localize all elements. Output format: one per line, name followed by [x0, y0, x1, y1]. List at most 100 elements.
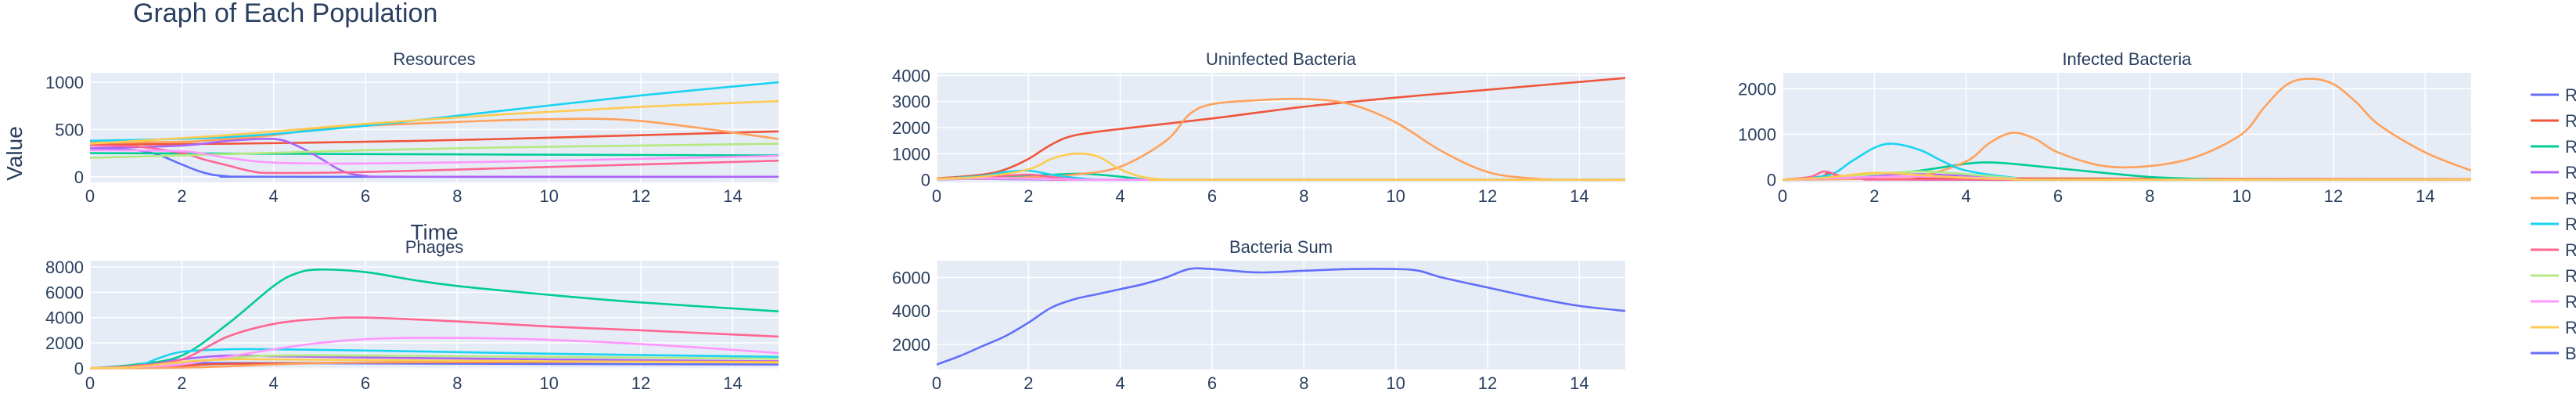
- legend-label: R9: [2565, 318, 2576, 337]
- subplot-infected-bacteria-x-tick-label: 6: [2053, 186, 2063, 206]
- legend-label: R6: [2565, 240, 2576, 260]
- subplot-uninfected-bacteria-y-tick-label: 0: [921, 171, 930, 190]
- subplot-resources-y-tick-label: 500: [55, 120, 84, 139]
- subplot-bacteria-sum-x-tick-label: 2: [1024, 373, 1033, 393]
- legend-label: R4: [2565, 189, 2576, 208]
- subplot-uninfected-bacteria-y-tick-label: 3000: [892, 92, 930, 112]
- subplot-resources-x-tick-label: 0: [85, 186, 95, 206]
- subplot-bacteria-sum-x-tick-label: 8: [1299, 373, 1308, 393]
- subplot-uninfected-bacteria-y-tick-label: 2000: [892, 118, 930, 138]
- legend-label: R8: [2565, 292, 2576, 312]
- subplot-infected-bacteria-series-line-r9: [1783, 171, 2471, 181]
- y-axis-title: Value: [2, 126, 27, 181]
- subplot-phages-x-tick-label: 2: [177, 373, 186, 393]
- legend-item-r1[interactable]: R1: [2531, 111, 2576, 131]
- legend-label: R0: [2565, 85, 2576, 105]
- figure-title: Graph of Each Population: [133, 0, 437, 28]
- subplot-infected-bacteria-series-group: [1783, 78, 2471, 182]
- subplot-bacteria-sum-y-tick-label: 4000: [892, 301, 930, 321]
- subplot-uninfected-bacteria-x-tick-label: 10: [1386, 186, 1405, 206]
- legend-label: R3: [2565, 163, 2576, 182]
- subplot-bacteria-sum-y-tick-label: 6000: [892, 268, 930, 287]
- subplot-uninfected-bacteria-y-tick-label: 1000: [892, 144, 930, 164]
- subplot-infected-bacteria-plot-area: [1783, 73, 2471, 182]
- subplot-phages-x-tick-label: 0: [85, 373, 95, 393]
- subplot-resources-x-tick-label: 8: [452, 186, 462, 206]
- subplot-phages-series-line-r6: [90, 316, 779, 370]
- legend-item-r3[interactable]: R3: [2531, 163, 2576, 182]
- subplot-uninfected-bacteria-series-group: [937, 77, 1625, 182]
- subplot-phages-series-group: [90, 268, 779, 370]
- subplot-phages-y-tick-label: 6000: [45, 283, 84, 302]
- subplot-bacteria-sum-x-tick-label: 6: [1207, 373, 1217, 393]
- subplot-resources-x-tick-label: 10: [539, 186, 558, 206]
- subplot-resources: 0 2 4 6 8 10 12 14 0 500 1000 Resources: [45, 49, 779, 206]
- subplot-uninfected-bacteria-series-line-r9: [937, 152, 1625, 181]
- subplot-infected-bacteria-y-tick-label: 1000: [1738, 124, 1776, 144]
- legend-label: R1: [2565, 111, 2576, 131]
- subplot-bacteria-sum-x-tick-label: 4: [1116, 373, 1125, 393]
- subplot-uninfected-bacteria-x-tick-label: 4: [1116, 186, 1125, 206]
- legend-item-r6[interactable]: R6: [2531, 240, 2576, 260]
- subplot-uninfected-bacteria-series-line-r1: [937, 77, 1625, 180]
- subplot-resources-series-line-r1: [90, 130, 779, 146]
- legend-item-r4[interactable]: R4: [2531, 189, 2576, 208]
- subplot-infected-bacteria-x-tick-label: 4: [1962, 186, 1971, 206]
- subplot-uninfected-bacteria-x-tick-label: 8: [1299, 186, 1308, 206]
- subplot-resources-y-tick-label: 1000: [45, 73, 84, 92]
- subplot-phages-x-tick-label: 12: [631, 373, 650, 393]
- subplot-infected-bacteria-title: Infected Bacteria: [2062, 49, 2192, 69]
- subplot-infected-bacteria-x-tick-label: 10: [2232, 186, 2250, 206]
- legend-item-r9[interactable]: R9: [2531, 318, 2576, 337]
- subplot-bacteria-sum-x-tick-label: 0: [932, 373, 941, 393]
- legend-item-r0[interactable]: R0: [2531, 85, 2576, 105]
- subplot-phages-title: Phages: [405, 237, 464, 257]
- subplot-resources-series-line-r3: [90, 137, 779, 178]
- subplot-bacteria-sum-title: Bacteria Sum: [1229, 237, 1333, 257]
- subplot-phages-series-line-r2: [90, 268, 779, 370]
- legend-item-r5[interactable]: R5: [2531, 215, 2576, 234]
- subplot-resources-x-tick-label: 14: [723, 186, 742, 206]
- subplot-resources-x-tick-label: 12: [631, 186, 650, 206]
- subplot-bacteria-sum-plot-area: [937, 261, 1625, 370]
- legend-item-r2[interactable]: R2: [2531, 137, 2576, 157]
- subplot-resources-x-tick-label: 2: [177, 186, 186, 206]
- subplot-bacteria-sum-x-tick-label: 14: [1570, 373, 1588, 393]
- subplot-uninfected-bacteria: 0 2 4 6 8 10 12 14 0 1000 2000 3000 4000 Uninfected B…: [892, 49, 1625, 206]
- subplot-resources-x-tick-label: 6: [361, 186, 370, 206]
- legend-item-b0[interactable]: B0: [2531, 344, 2576, 363]
- subplot-phages-x-tick-label: 10: [539, 373, 558, 393]
- subplot-phages: 0 2 4 6 8 10 12 14 0 2000 4000 6000 8000 Phages: [45, 237, 779, 393]
- legend-label: R5: [2565, 215, 2576, 234]
- subplot-phages-y-tick-label: 2000: [45, 334, 84, 353]
- subplot-resources-series-line-r8: [90, 149, 779, 165]
- subplot-uninfected-bacteria-title: Uninfected Bacteria: [1206, 49, 1357, 69]
- subplot-bacteria-sum-x-tick-label: 12: [1478, 373, 1497, 393]
- subplot-resources-y-tick-label: 0: [74, 168, 84, 187]
- subplot-bacteria-sum-series-group: [937, 267, 1625, 366]
- subplot-phages-series-line-r8: [90, 337, 779, 370]
- subplot-resources-x-tick-label: 4: [269, 186, 279, 206]
- subplot-infected-bacteria-x-tick-label: 8: [2145, 186, 2154, 206]
- subplot-uninfected-bacteria-x-tick-label: 6: [1207, 186, 1217, 206]
- subplot-infected-bacteria-x-tick-label: 0: [1778, 186, 1787, 206]
- subplot-bacteria-sum-y-tick-label: 2000: [892, 335, 930, 355]
- legend-item-r7[interactable]: R7: [2531, 266, 2576, 286]
- subplot-uninfected-bacteria-y-tick-label: 4000: [892, 66, 930, 85]
- legend-label: B0: [2565, 344, 2576, 363]
- subplot-resources-series-group: [90, 81, 779, 178]
- subplot-infected-bacteria-y-tick-label: 2000: [1738, 79, 1776, 99]
- subplot-bacteria-sum: 0 2 4 6 8 10 12 14 2000 4000 6000 Bacteria Sum: [892, 237, 1625, 393]
- legend: R0 R1 R2 R3 R4 R5 R6 R7 R8 R9 B0: [2531, 85, 2576, 363]
- subplot-uninfected-bacteria-x-tick-label: 0: [932, 186, 941, 206]
- subplot-infected-bacteria: 0 2 4 6 8 10 12 14 0 1000 2000 Infected Bacteria: [1738, 49, 2471, 206]
- legend-label: R2: [2565, 137, 2576, 157]
- subplot-phages-x-tick-label: 8: [452, 373, 462, 393]
- subplot-infected-bacteria-x-tick-label: 14: [2416, 186, 2434, 206]
- subplot-resources-series-line-r6: [90, 144, 779, 175]
- subplot-infected-bacteria-x-tick-label: 2: [1869, 186, 1879, 206]
- subplot-resources-series-line-r9: [90, 99, 779, 145]
- legend-item-r8[interactable]: R8: [2531, 292, 2576, 312]
